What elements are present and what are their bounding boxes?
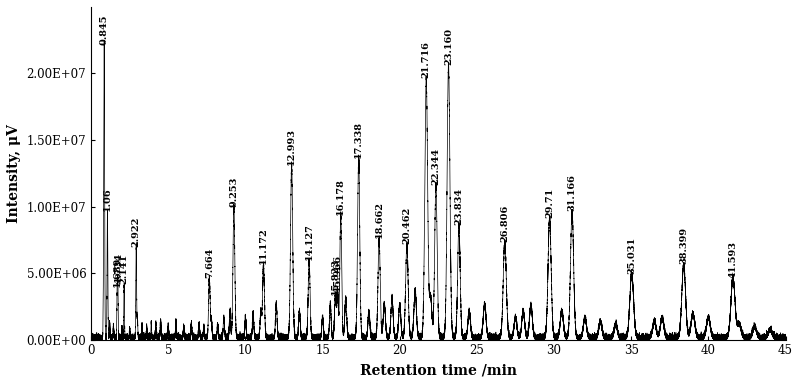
Text: 17.338: 17.338 [354, 121, 363, 158]
X-axis label: Retention time /min: Retention time /min [360, 363, 517, 377]
Text: 15.823: 15.823 [330, 258, 340, 295]
Text: 2.141: 2.141 [120, 254, 129, 285]
Text: 7.664: 7.664 [205, 247, 214, 278]
Text: 18.662: 18.662 [374, 201, 384, 238]
Text: 35.031: 35.031 [627, 237, 636, 274]
Text: 31.166: 31.166 [567, 174, 577, 211]
Text: 2.922: 2.922 [132, 217, 141, 247]
Text: 23.160: 23.160 [444, 28, 453, 65]
Text: 14.127: 14.127 [305, 223, 314, 260]
Text: 41.593: 41.593 [729, 241, 738, 278]
Text: 21.716: 21.716 [422, 41, 430, 78]
Y-axis label: Intensity, μV: Intensity, μV [7, 124, 21, 223]
Text: 22.344: 22.344 [431, 147, 441, 185]
Text: 9.253: 9.253 [230, 177, 238, 207]
Text: 11.172: 11.172 [259, 228, 268, 265]
Text: 38.399: 38.399 [679, 227, 688, 265]
Text: 1.689: 1.689 [113, 257, 122, 287]
Text: 12.993: 12.993 [287, 127, 296, 165]
Text: 16.178: 16.178 [336, 178, 346, 215]
Text: 23.834: 23.834 [454, 187, 463, 225]
Text: 0.845: 0.845 [100, 14, 109, 45]
Text: 1.734: 1.734 [114, 252, 122, 282]
Text: 29.71: 29.71 [545, 188, 554, 218]
Text: 1.06: 1.06 [103, 188, 112, 211]
Text: 15.966: 15.966 [333, 254, 342, 291]
Text: 20.462: 20.462 [402, 207, 411, 245]
Text: 26.806: 26.806 [500, 205, 510, 242]
